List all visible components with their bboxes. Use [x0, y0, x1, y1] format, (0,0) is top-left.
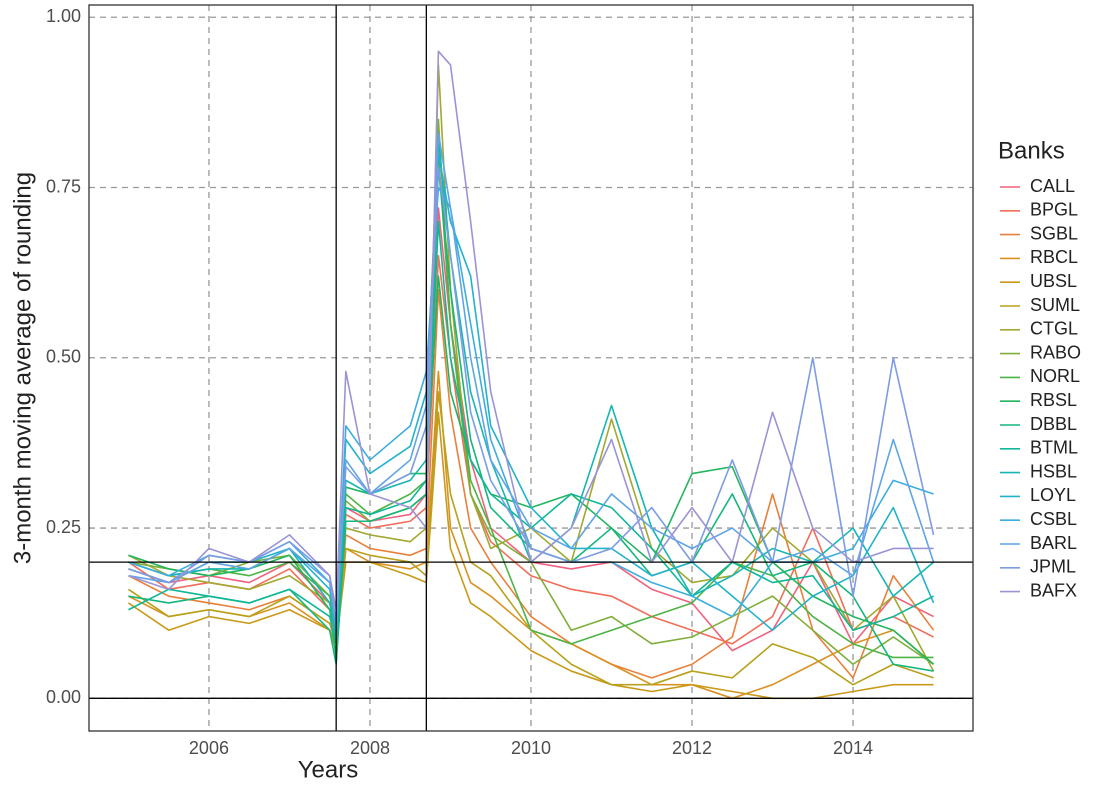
legend-label: SUML [1030, 295, 1080, 315]
series-line [128, 152, 934, 659]
x-axis-title: Years [298, 756, 359, 783]
legend-label: DBBL [1030, 414, 1077, 434]
y-tick-label: 0.50 [46, 347, 81, 367]
x-tick-label: 2014 [833, 738, 873, 758]
legend-label: JPML [1030, 557, 1076, 577]
legend-label: RABO [1030, 342, 1081, 362]
legend-label: BPGL [1030, 200, 1078, 220]
legend-label: SGBL [1030, 223, 1078, 243]
legend-label: BARL [1030, 533, 1077, 553]
x-tick-label: 2008 [350, 738, 390, 758]
legend-label: BTML [1030, 438, 1078, 458]
series-line [128, 370, 935, 700]
series-line [128, 152, 935, 631]
series-line [128, 139, 935, 638]
legend-label: RBCL [1030, 247, 1078, 267]
y-tick-label: 0.00 [46, 687, 81, 707]
series-line [128, 64, 935, 672]
legend-label: NORL [1030, 366, 1080, 386]
series-line [128, 220, 934, 645]
x-tick-label: 2012 [672, 738, 712, 758]
x-tick-label: 2010 [511, 738, 551, 758]
series-line [128, 166, 935, 625]
legend-label: HSBL [1030, 461, 1077, 481]
legend-label: CTGL [1030, 319, 1078, 339]
legend-label: LOYL [1030, 485, 1076, 505]
y-tick-label: 0.25 [46, 517, 81, 537]
series-line [128, 391, 934, 686]
series-line [128, 411, 934, 700]
x-tick-label: 2006 [189, 738, 229, 758]
legend-label: CSBL [1030, 509, 1077, 529]
legend-label: RBSL [1030, 390, 1077, 410]
y-tick-label: 0.75 [46, 176, 81, 196]
series-line [128, 186, 934, 631]
legend-label: CALL [1030, 176, 1075, 196]
plot-border [88, 4, 974, 732]
y-tick-label: 1.00 [46, 6, 81, 26]
series-line [128, 132, 935, 625]
legend-label: BAFX [1030, 580, 1077, 600]
legend-title: Banks [998, 137, 1065, 164]
y-axis-title: 3-month moving average of rounding [9, 172, 36, 564]
series-line [128, 50, 934, 611]
legend-label: UBSL [1030, 271, 1077, 291]
